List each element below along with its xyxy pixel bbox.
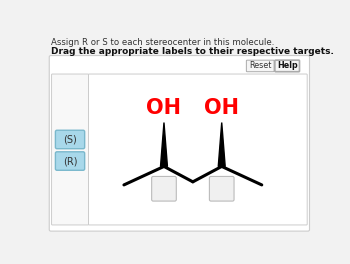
Polygon shape — [161, 122, 167, 166]
FancyBboxPatch shape — [49, 55, 309, 231]
Text: Help: Help — [277, 62, 298, 70]
FancyBboxPatch shape — [55, 152, 85, 170]
FancyBboxPatch shape — [55, 130, 85, 149]
FancyBboxPatch shape — [89, 74, 307, 225]
Polygon shape — [218, 122, 225, 166]
FancyBboxPatch shape — [152, 176, 176, 201]
Text: Reset: Reset — [249, 62, 271, 70]
FancyBboxPatch shape — [51, 74, 89, 225]
Text: (R): (R) — [63, 156, 77, 166]
Text: OH: OH — [147, 98, 182, 118]
Text: Drag the appropriate labels to their respective targets.: Drag the appropriate labels to their res… — [51, 47, 334, 56]
FancyBboxPatch shape — [275, 60, 300, 72]
Text: OH: OH — [204, 98, 239, 118]
Text: (S): (S) — [63, 134, 77, 144]
FancyBboxPatch shape — [209, 176, 234, 201]
FancyBboxPatch shape — [246, 60, 274, 72]
Text: Assign R or S to each stereocenter in this molecule.: Assign R or S to each stereocenter in th… — [51, 38, 274, 47]
